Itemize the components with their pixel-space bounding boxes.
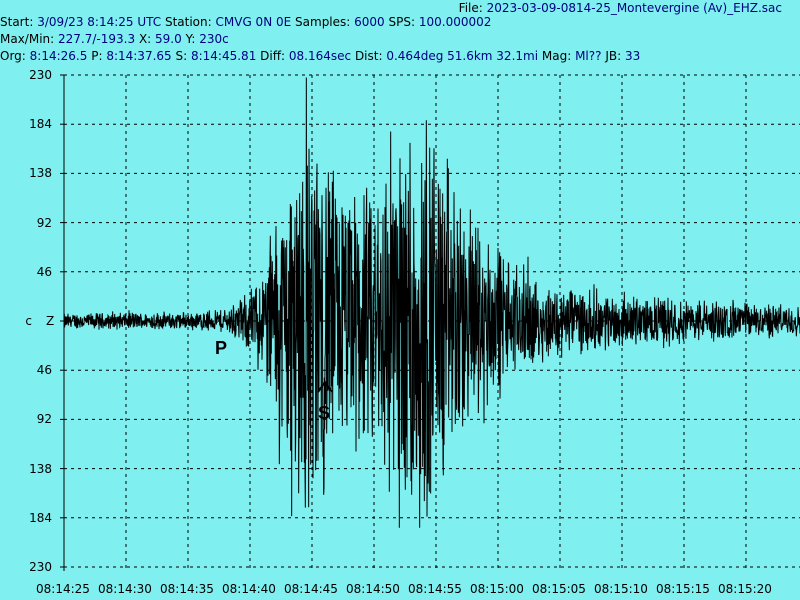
y-center-label: c — [25, 314, 32, 328]
s-phase-marker: S — [318, 403, 331, 423]
samples-label: Samples: — [295, 15, 351, 29]
y-tick-label: 184 — [29, 117, 52, 131]
file-label: File: — [458, 1, 483, 15]
x-tick-label: 08:15:05 — [532, 582, 586, 596]
start-value: 3/09/23 8:14:25 UTC — [37, 15, 162, 29]
y-tick-label: 138 — [29, 166, 52, 180]
y-tick-label: 46 — [36, 265, 52, 279]
x-tick-label: 08:15:20 — [718, 582, 772, 596]
mag-label: Mag: — [541, 49, 572, 63]
y-tick-label: 230 — [29, 68, 52, 82]
x-tick-label: 08:14:55 — [408, 582, 462, 596]
x-tick-label: 08:15:15 — [656, 582, 710, 596]
maxmin-value: 227.7/-193.3 — [58, 32, 136, 46]
s-label: S: — [175, 49, 188, 63]
y-tick-label: 138 — [29, 462, 52, 476]
start-info: Start: 3/09/23 8:14:25 UTC Station: CMVG… — [0, 15, 491, 29]
x-tick-label: 08:14:25 — [36, 582, 90, 596]
dist-value: 0.464deg 51.6km 32.1mi — [386, 49, 539, 63]
org-value: 8:14:26.5 — [29, 49, 88, 63]
x-label: X: — [138, 32, 152, 46]
y-tick-label: 230 — [29, 560, 52, 574]
s-value: 8:14:45.81 — [190, 49, 257, 63]
file-value: 2023-03-09-0814-25_Montevergine (Av)_EHZ… — [486, 1, 782, 15]
zero-marker: Z — [46, 314, 55, 328]
maxmin-label: Max/Min: — [0, 32, 55, 46]
x-tick-label: 08:14:35 — [160, 582, 214, 596]
maxmin-info: Max/Min: 227.7/-193.3 X: 59.0 Y: 230c — [0, 32, 229, 46]
p-phase-marker: P — [215, 338, 228, 358]
start-label: Start: — [0, 15, 34, 29]
sps-label: SPS: — [388, 15, 416, 29]
dist-label: Dist: — [354, 49, 383, 63]
x-tick-label: 08:14:30 — [98, 582, 152, 596]
diff-value: 08.164sec — [288, 49, 352, 63]
x-tick-label: 08:15:10 — [594, 582, 648, 596]
y-label: Y: — [185, 32, 196, 46]
samples-value: 6000 — [354, 15, 385, 29]
org-label: Org: — [0, 49, 26, 63]
y-value: 230c — [199, 32, 229, 46]
p-label: P: — [91, 49, 103, 63]
mag-value: Ml?? — [575, 49, 602, 63]
y-tick-label: 184 — [29, 511, 52, 525]
p-value: 8:14:37.65 — [106, 49, 172, 63]
x-tick-label: 08:14:40 — [222, 582, 276, 596]
y-tick-label: 92 — [36, 412, 52, 426]
origin-info: Org: 8:14:26.5 P: 8:14:37.65 S: 8:14:45.… — [0, 49, 640, 63]
jb-label: JB: — [605, 49, 622, 63]
x-value: 59.0 — [155, 32, 182, 46]
y-tick-label: 92 — [36, 216, 52, 230]
sps-value: 100.000002 — [418, 15, 492, 29]
file-info: File: 2023-03-09-0814-25_Montevergine (A… — [459, 1, 782, 15]
diff-label: Diff: — [260, 49, 286, 63]
station-label: Station: — [164, 15, 212, 29]
x-tick-label: 08:15:00 — [470, 582, 524, 596]
x-tick-label: 08:14:45 — [284, 582, 338, 596]
station-value: CMVG 0N 0E — [215, 15, 292, 29]
s-phase-arrow — [317, 380, 333, 404]
y-tick-label: 46 — [36, 363, 52, 377]
jb-value: 33 — [625, 49, 641, 63]
x-tick-label: 08:14:50 — [346, 582, 400, 596]
seismic-trace — [63, 77, 800, 528]
